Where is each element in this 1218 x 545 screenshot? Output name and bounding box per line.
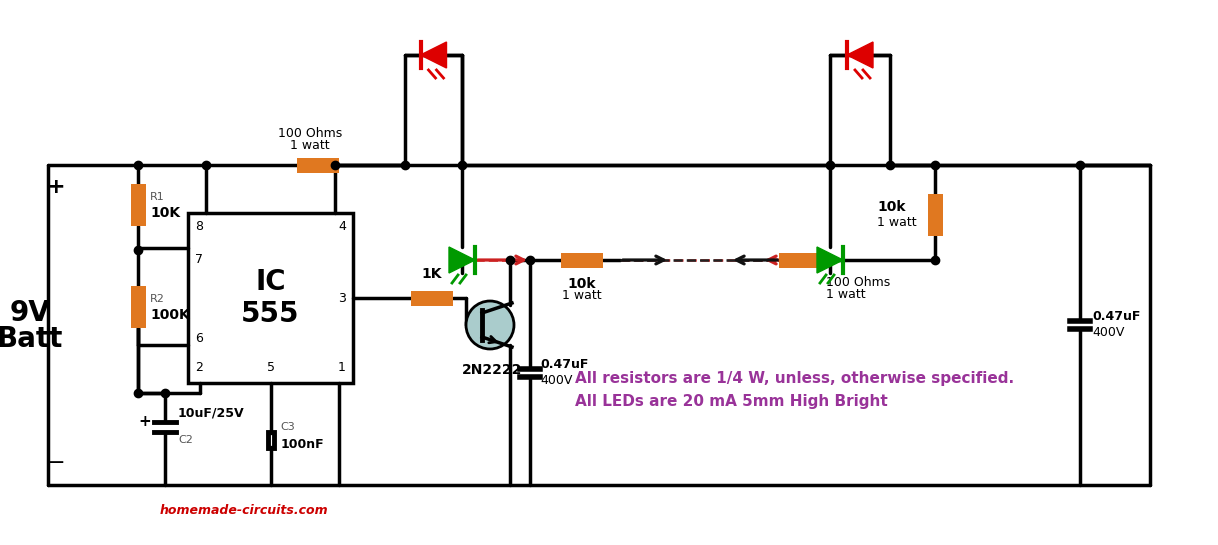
Text: R1: R1 (150, 192, 164, 202)
Text: 6: 6 (195, 332, 203, 345)
Polygon shape (420, 42, 447, 68)
Text: IC
555: IC 555 (241, 268, 300, 328)
Bar (188, 213, 353, 383)
FancyBboxPatch shape (130, 184, 145, 226)
Text: 10k: 10k (877, 200, 905, 214)
Text: −: − (46, 453, 66, 473)
Text: 5: 5 (267, 361, 274, 374)
Text: 3: 3 (339, 292, 346, 305)
Text: 9V: 9V (10, 299, 50, 327)
Polygon shape (817, 247, 843, 273)
Text: 1 watt: 1 watt (563, 289, 602, 302)
Text: 1: 1 (339, 361, 346, 374)
Text: 400V: 400V (1093, 326, 1124, 340)
Text: 10k: 10k (568, 277, 597, 291)
Text: 1K: 1K (421, 267, 442, 281)
Text: C2: C2 (178, 435, 192, 445)
Text: 1 watt: 1 watt (290, 139, 330, 152)
Polygon shape (449, 247, 475, 273)
Text: 2: 2 (195, 361, 203, 374)
Text: 4: 4 (339, 220, 346, 233)
Text: 8: 8 (195, 220, 203, 233)
Polygon shape (847, 42, 873, 68)
Text: 0.47uF: 0.47uF (540, 358, 588, 371)
Text: 400V: 400V (540, 374, 572, 387)
Text: All resistors are 1/4 W, unless, otherwise specified.
All LEDs are 20 mA 5mm Hig: All resistors are 1/4 W, unless, otherwi… (575, 371, 1015, 409)
Text: Batt: Batt (0, 325, 63, 353)
Text: +: + (46, 177, 66, 197)
Text: homemade-circuits.com: homemade-circuits.com (160, 504, 329, 517)
Text: C3: C3 (280, 422, 295, 432)
Circle shape (466, 301, 514, 349)
Text: +: + (139, 415, 151, 429)
Text: 0.47uF: 0.47uF (1093, 311, 1140, 324)
Text: 100nF: 100nF (280, 439, 324, 451)
Text: 7: 7 (195, 253, 203, 266)
FancyBboxPatch shape (130, 286, 145, 328)
Text: 1 watt: 1 watt (877, 216, 917, 229)
Text: 2N2222: 2N2222 (462, 363, 523, 377)
Text: 100 Ohms: 100 Ohms (826, 276, 890, 289)
FancyBboxPatch shape (561, 252, 603, 268)
FancyBboxPatch shape (927, 194, 943, 236)
Text: 1 watt: 1 watt (826, 288, 866, 301)
Text: 10K: 10K (150, 206, 180, 220)
FancyBboxPatch shape (780, 252, 821, 268)
Text: 10uF/25V: 10uF/25V (178, 407, 245, 420)
FancyBboxPatch shape (297, 158, 339, 173)
Text: 100K: 100K (150, 308, 190, 322)
Text: R2: R2 (150, 294, 164, 304)
Text: 100 Ohms: 100 Ohms (278, 127, 342, 140)
FancyBboxPatch shape (410, 290, 453, 306)
